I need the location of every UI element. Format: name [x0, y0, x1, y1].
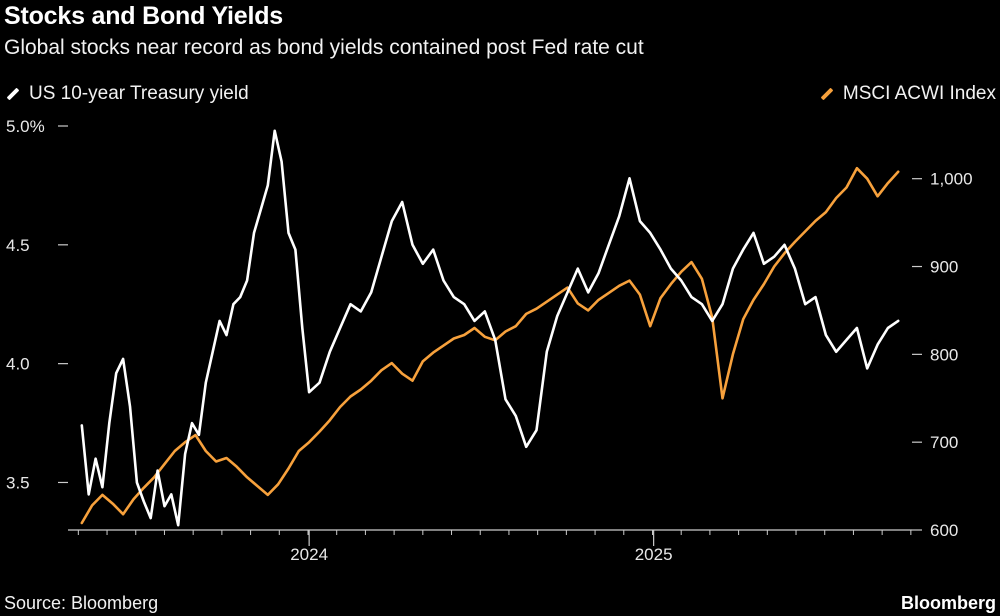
- legend-yield-label: US 10-year Treasury yield: [29, 83, 249, 104]
- chart-title: Stocks and Bond Yields: [4, 2, 283, 30]
- brand-logo: Bloomberg: [900, 593, 996, 613]
- left-axis-tick-label: 4.5: [6, 236, 30, 255]
- index-series-line: [80, 166, 900, 525]
- left-axis-tick-label: 3.5: [6, 473, 30, 492]
- legend-index: MSCI ACWI Index: [820, 83, 996, 105]
- x-tick-label: 2025: [635, 545, 673, 564]
- right-axis-tick-label: 900: [930, 258, 958, 277]
- legend-index-label: MSCI ACWI Index: [842, 83, 996, 104]
- right-axis-tick-label: 700: [930, 433, 958, 452]
- legend-yield: US 10-year Treasury yield: [6, 83, 249, 105]
- source-note: Source: Bloomberg: [4, 593, 159, 613]
- left-axis-tick-label: 5.0%: [6, 117, 45, 136]
- right-axis-tick-label: 1,000: [930, 170, 973, 189]
- right-axis-tick-label: 800: [930, 345, 958, 364]
- x-tick-label: 2024: [290, 545, 328, 564]
- left-axis-tick-label: 4.0: [6, 355, 30, 374]
- right-axis-tick-label: 600: [930, 521, 958, 540]
- chart-subtitle: Global stocks near record as bond yields…: [4, 36, 644, 59]
- yield-series-line: [80, 129, 900, 527]
